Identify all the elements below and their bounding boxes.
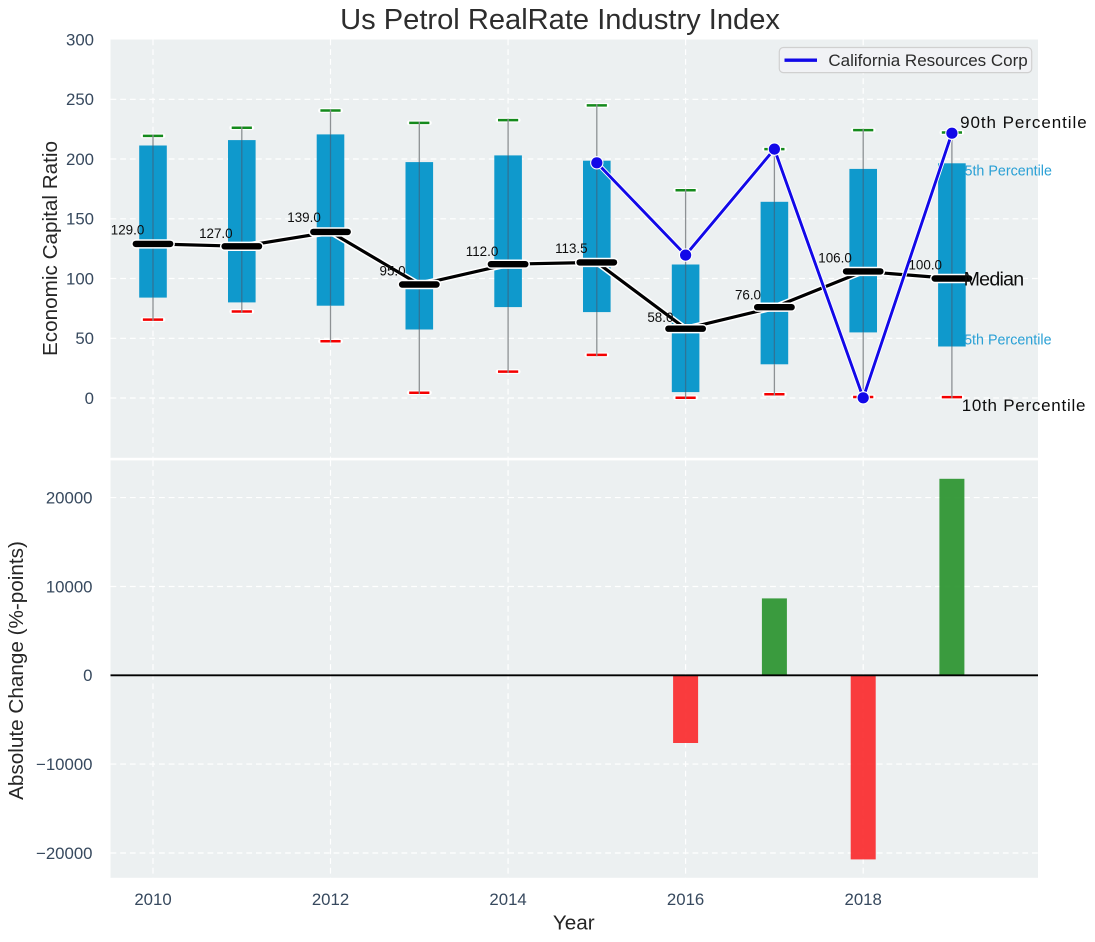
svg-text:113.5: 113.5 xyxy=(555,241,588,256)
svg-text:Median: Median xyxy=(964,269,1024,291)
svg-text:127.0: 127.0 xyxy=(199,226,233,241)
svg-text:0: 0 xyxy=(85,389,94,408)
svg-text:5th Percentile: 5th Percentile xyxy=(964,332,1051,348)
svg-text:100.0: 100.0 xyxy=(908,258,942,273)
svg-text:112.0: 112.0 xyxy=(466,244,499,259)
svg-text:2014: 2014 xyxy=(489,890,526,909)
svg-text:58.0: 58.0 xyxy=(647,310,673,325)
svg-text:2010: 2010 xyxy=(134,890,171,909)
svg-text:95.0: 95.0 xyxy=(380,264,406,279)
svg-text:Absolute Change (%-points): Absolute Change (%-points) xyxy=(5,541,28,800)
svg-text:2018: 2018 xyxy=(845,890,882,909)
svg-text:Us Petrol RealRate Industry In: Us Petrol RealRate Industry Index xyxy=(340,4,780,36)
svg-text:129.0: 129.0 xyxy=(111,222,145,237)
svg-text:250: 250 xyxy=(66,90,94,109)
svg-text:−20000: −20000 xyxy=(36,844,92,863)
svg-text:76.0: 76.0 xyxy=(735,287,761,302)
svg-text:50: 50 xyxy=(75,329,94,348)
svg-text:Economic Capital Ratio: Economic Capital Ratio xyxy=(39,141,62,356)
svg-text:10th Percentile: 10th Percentile xyxy=(962,396,1087,415)
svg-text:106.0: 106.0 xyxy=(818,250,852,265)
svg-text:5th Percentile: 5th Percentile xyxy=(965,163,1052,179)
svg-text:California Resources Corp: California Resources Corp xyxy=(828,51,1027,70)
svg-text:−10000: −10000 xyxy=(36,755,92,774)
svg-text:90th Percentile: 90th Percentile xyxy=(960,113,1088,132)
svg-text:2016: 2016 xyxy=(667,890,704,909)
svg-text:Year: Year xyxy=(553,912,595,935)
svg-text:10000: 10000 xyxy=(46,577,93,596)
svg-text:20000: 20000 xyxy=(46,488,93,507)
svg-text:2012: 2012 xyxy=(312,890,349,909)
svg-text:100: 100 xyxy=(66,269,94,288)
svg-text:150: 150 xyxy=(66,210,94,229)
svg-text:0: 0 xyxy=(83,666,92,685)
svg-text:139.0: 139.0 xyxy=(287,210,321,225)
svg-text:200: 200 xyxy=(66,150,94,169)
svg-text:300: 300 xyxy=(66,30,94,49)
